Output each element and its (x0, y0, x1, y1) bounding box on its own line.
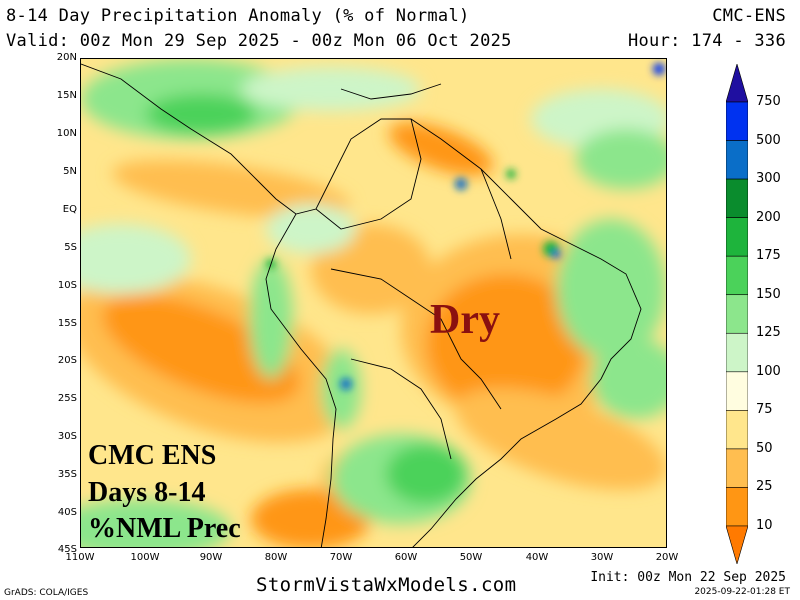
lat-label: 10S (57, 280, 77, 291)
lon-label: 20W (655, 552, 679, 563)
lon-label: 50W (459, 552, 483, 563)
lat-label: 10N (56, 128, 77, 139)
lon-label: 100W (130, 552, 160, 563)
lon-label: 80W (264, 552, 288, 563)
lon-label: 90W (199, 552, 223, 563)
colorbar-label: 75 (756, 402, 773, 418)
lat-label: 30S (57, 431, 77, 442)
colorbar-segment (726, 371, 748, 411)
colorbar-label: 200 (756, 209, 781, 225)
lat-label: EQ (62, 204, 77, 215)
colorbar-label: 25 (756, 479, 773, 495)
colorbar-segment (726, 448, 748, 488)
map-canvas (81, 59, 666, 547)
overlay-field-label: %NML Prec (88, 513, 241, 544)
lon-label: 60W (394, 552, 418, 563)
forecast-hours: Hour: 174 - 336 (627, 31, 786, 51)
colorbar (726, 64, 748, 564)
colorbar-label: 50 (756, 440, 773, 456)
colorbar-segment (726, 410, 748, 450)
lat-label: 25S (57, 393, 77, 404)
grads-credit: GrADS: COLA/IGES (4, 588, 89, 598)
colorbar-segment (726, 140, 748, 180)
lat-label: 20S (57, 355, 77, 366)
colorbar-label: 300 (756, 171, 781, 187)
map-title: 8-14 Day Precipitation Anomaly (% of Nor… (6, 6, 470, 26)
colorbar-segment (726, 101, 748, 141)
colorbar-label: 100 (756, 363, 781, 379)
lat-label: 5N (63, 166, 77, 177)
model-name: CMC-ENS (712, 6, 786, 26)
colorbar-label: 150 (756, 286, 781, 302)
overlay-model-label: CMC ENS (88, 440, 217, 471)
colorbar-segment (726, 178, 748, 218)
colorbar-bottom-arrow (726, 525, 748, 564)
lat-label: 35S (57, 469, 77, 480)
lon-label: 110W (65, 552, 95, 563)
precipitation-anomaly-map (80, 58, 667, 548)
valid-period: Valid: 00z Mon 29 Sep 2025 - 00z Mon 06 … (6, 31, 512, 51)
lat-label: 40S (57, 507, 77, 518)
colorbar-label: 10 (756, 518, 773, 533)
colorbar-segment (726, 294, 748, 334)
lat-label: 45S (57, 544, 77, 555)
overlay-days-label: Days 8-14 (88, 477, 206, 508)
lat-label: 15N (56, 90, 77, 101)
coastlines (81, 63, 642, 547)
colorbar-segment (726, 332, 748, 373)
colorbar-segment (726, 487, 748, 527)
lat-label: 5S (64, 242, 77, 253)
colorbar-label: 125 (756, 325, 781, 341)
render-timestamp: 2025-09-22-01:28 ET (694, 587, 790, 597)
anomaly-field (81, 59, 666, 547)
lat-label: 20N (56, 52, 77, 63)
lon-label: 40W (525, 552, 549, 563)
dry-annotation: Dry (430, 297, 500, 343)
colorbar-label: 750 (756, 94, 781, 109)
init-time: Init: 00z Mon 22 Sep 2025 (590, 570, 786, 585)
wet-cores (266, 63, 665, 390)
lon-label: 30W (590, 552, 614, 563)
colorbar-label: 175 (756, 248, 781, 264)
site-watermark: StormVistaWxModels.com (256, 574, 517, 596)
colorbar-top-arrow (726, 64, 748, 103)
colorbar-segment (726, 217, 748, 257)
lon-label: 70W (329, 552, 353, 563)
colorbar-label: 500 (756, 132, 781, 148)
colorbar-segment (726, 255, 748, 296)
lat-label: 15S (57, 318, 77, 329)
